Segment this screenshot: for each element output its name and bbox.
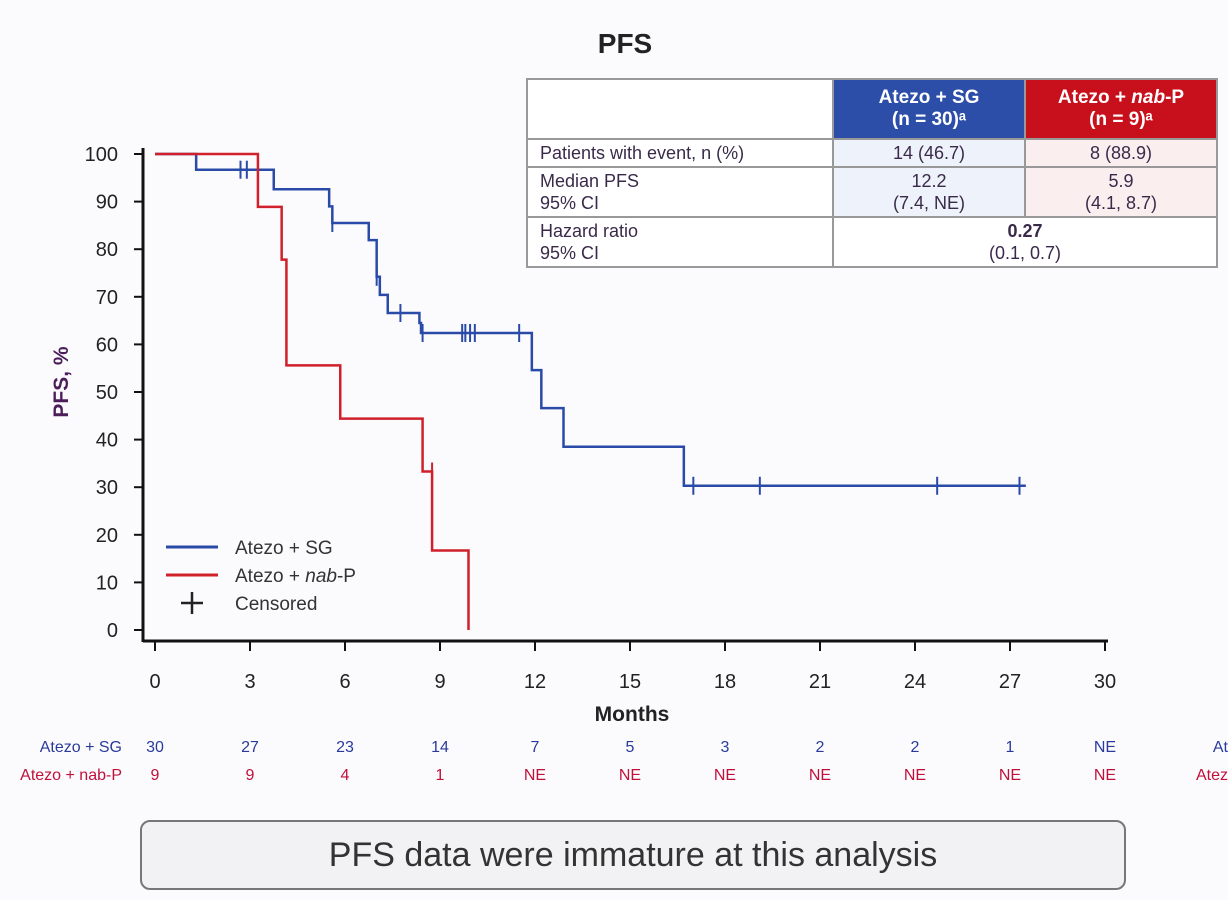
legend-label: Atezo + SG xyxy=(235,538,333,559)
x-tick-label: 9 xyxy=(434,671,445,693)
risk-count: 1 xyxy=(1006,739,1015,756)
header-empty xyxy=(526,78,834,140)
x-tick-label: 0 xyxy=(149,671,160,693)
chart-title: PFS xyxy=(597,28,653,59)
risk-count: 27 xyxy=(241,739,259,756)
y-tick-label: 90 xyxy=(96,192,118,214)
risk-count: NE xyxy=(999,767,1021,784)
cell-nabp: 5.9 (4.1, 8.7) xyxy=(1024,166,1218,218)
y-tick-label: 50 xyxy=(96,382,118,404)
risk-count: NE xyxy=(619,767,641,784)
risk-count: 7 xyxy=(531,739,540,756)
risk-row-label-clipped: Atez xyxy=(1196,767,1228,784)
y-axis-label: PFS, % xyxy=(50,346,73,418)
x-axis-label: Months xyxy=(595,703,670,726)
cell-nabp: 8 (88.9) xyxy=(1024,138,1218,168)
table-row: Median PFS 95% CI 12.2 (7.4, NE) 5.9 (4.1, … xyxy=(526,166,1218,218)
x-tick-label: 24 xyxy=(904,671,926,693)
row-label: Patients with event, n (%) xyxy=(526,138,834,168)
x-tick-label: 15 xyxy=(619,671,641,693)
x-tick-label: 3 xyxy=(244,671,255,693)
risk-count: 2 xyxy=(911,739,920,756)
y-tick-label: 60 xyxy=(96,334,118,356)
table-row: Patients with event, n (%) 14 (46.7) 8 (… xyxy=(526,138,1218,168)
risk-count: 30 xyxy=(146,739,164,756)
legend-label: Censored xyxy=(235,594,317,615)
x-tick-label: 6 xyxy=(339,671,350,693)
cell-sg: 12.2 (7.4, NE) xyxy=(832,166,1026,218)
risk-count: 2 xyxy=(816,739,825,756)
km-curve-atezo-nabp xyxy=(155,152,470,630)
risk-count: 3 xyxy=(721,739,730,756)
y-tick-label: 100 xyxy=(85,144,118,166)
y-tick-label: 30 xyxy=(96,477,118,499)
legend-label: Atezo + nab-P xyxy=(235,566,356,587)
y-tick-label: 40 xyxy=(96,430,118,452)
risk-count: NE xyxy=(904,767,926,784)
cell-sg: 14 (46.7) xyxy=(832,138,1026,168)
x-tick-label: 12 xyxy=(524,671,546,693)
risk-count: 14 xyxy=(431,739,449,756)
cell-hazard-ratio: 0.27 (0.1, 0.7) xyxy=(832,216,1218,268)
risk-row-label: Atezo + SG xyxy=(40,739,122,756)
x-tick-label: 30 xyxy=(1094,671,1116,693)
row-label: Hazard ratio 95% CI xyxy=(526,216,834,268)
risk-row-label: Atezo + nab-P xyxy=(20,767,122,784)
risk-row-label-clipped: At xyxy=(1213,739,1228,756)
risk-count: 23 xyxy=(336,739,354,756)
risk-count: 9 xyxy=(151,767,160,784)
row-label: Median PFS 95% CI xyxy=(526,166,834,218)
y-tick-label: 70 xyxy=(96,287,118,309)
risk-count: 1 xyxy=(436,767,445,784)
y-tick-label: 80 xyxy=(96,239,118,261)
immature-data-note: PFS data were immature at this analysis xyxy=(140,820,1126,890)
x-tick-label: 21 xyxy=(809,671,831,693)
risk-count: NE xyxy=(524,767,546,784)
header-atezo-sg: Atezo + SG (n = 30)ᵃ xyxy=(832,78,1026,140)
risk-count: NE xyxy=(809,767,831,784)
risk-count: 4 xyxy=(341,767,350,784)
risk-count: NE xyxy=(1094,767,1116,784)
risk-count: 5 xyxy=(626,739,635,756)
header-atezo-nabp: Atezo + nab-P (n = 9)ᵃ xyxy=(1024,78,1218,140)
y-tick-label: 10 xyxy=(96,572,118,594)
risk-count: NE xyxy=(714,767,736,784)
x-tick-label: 27 xyxy=(999,671,1021,693)
risk-count: 9 xyxy=(246,767,255,784)
summary-table: Atezo + SG (n = 30)ᵃ Atezo + nab-P (n = 9)… xyxy=(526,78,1218,268)
x-tick-label: 18 xyxy=(714,671,736,693)
y-tick-label: 0 xyxy=(107,620,118,642)
risk-count: NE xyxy=(1094,739,1116,756)
km-curve-atezo-sg xyxy=(155,152,1026,488)
table-row: Hazard ratio 95% CI 0.27 (0.1, 0.7) xyxy=(526,216,1218,268)
y-tick-label: 20 xyxy=(96,525,118,547)
